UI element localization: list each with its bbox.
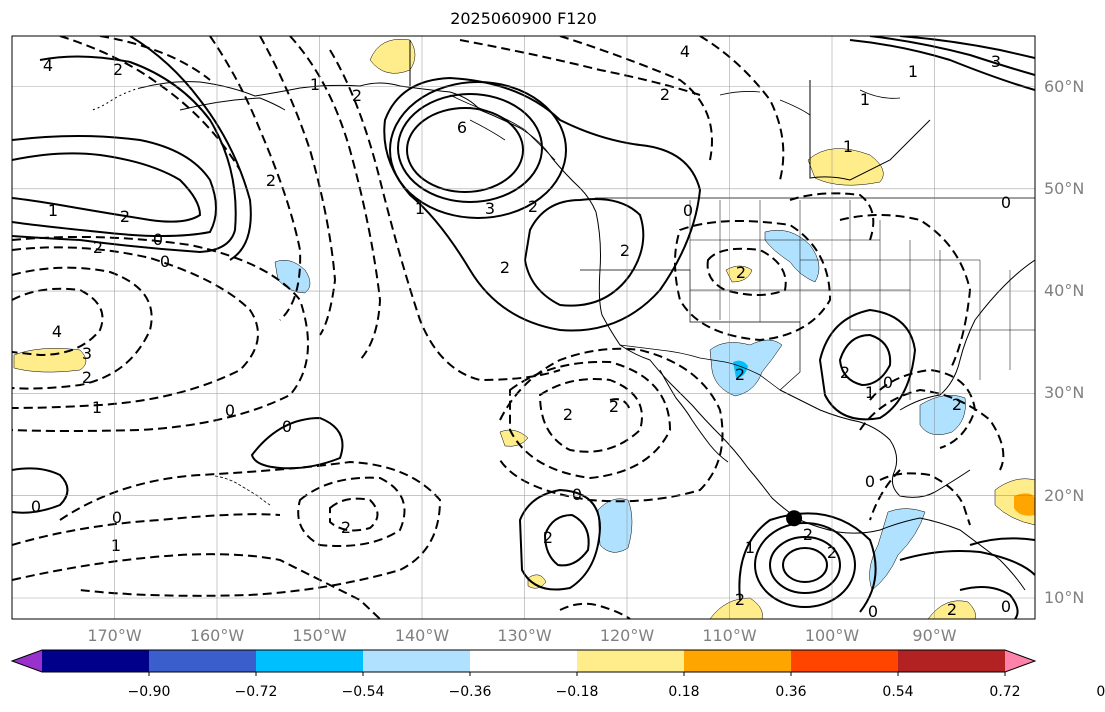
contour-label: 2 [660, 85, 670, 104]
longitude-label: 90°W [912, 626, 957, 645]
colorbar [10, 649, 1037, 676]
contour-label: 0 [883, 373, 893, 392]
colorbar-segment [149, 650, 257, 672]
contour-label: 1 [843, 137, 853, 156]
latitude-label: 20°N [1044, 485, 1085, 505]
colorbar-segment [256, 650, 364, 672]
contour-label: 4 [43, 56, 53, 75]
colorbar-segment [363, 650, 471, 672]
contour-label: 2 [735, 365, 745, 384]
contour-label: 2 [93, 238, 103, 257]
contour-label: 1 [865, 383, 875, 402]
latitude-label: 30°N [1044, 383, 1085, 403]
longitude-label: 140°W [394, 626, 450, 645]
colorbar-segment [684, 650, 792, 672]
longitude-label: 160°W [189, 626, 245, 645]
contour-label: 2 [352, 86, 362, 105]
latitude-label: 10°N [1044, 588, 1085, 607]
colorbar-outline [10, 649, 1037, 673]
colorbar-segment [577, 650, 685, 672]
contour-label: 2 [528, 197, 538, 216]
longitude-label: 100°W [804, 626, 860, 645]
longitude-label: 130°W [497, 626, 552, 645]
contour-label: 0 [153, 230, 163, 249]
contour-label: 0 [683, 201, 693, 220]
contour-label: 0 [868, 602, 878, 621]
longitude-label: 120°W [599, 626, 655, 645]
contour-label: 0 [112, 508, 122, 527]
contour-label: 2 [803, 525, 813, 544]
contour-label: 2 [341, 518, 351, 537]
contour-label: 4 [680, 42, 690, 61]
longitude-label: 150°W [292, 626, 347, 645]
contour-label: 1 [860, 90, 870, 109]
contour-label: 1 [415, 199, 425, 218]
longitude-label: 170°W [87, 626, 142, 645]
contour-label: 2 [840, 363, 850, 382]
map-frame [11, 35, 1036, 620]
contour-label: 2 [543, 528, 553, 547]
contour-label: 4 [52, 322, 62, 341]
colorbar-tick-label: 0.18 [668, 684, 700, 700]
contour-label: 0 [572, 485, 582, 504]
contour-label: 2 [563, 405, 573, 424]
contour-label: 3 [991, 52, 1001, 71]
longitude-label: 110°W [702, 626, 757, 645]
colorbar-tick-label: 0.54 [882, 684, 914, 700]
contour-label: 0 [160, 252, 170, 271]
latitude-label: 40°N [1044, 281, 1085, 301]
contour-label: 1 [48, 201, 58, 220]
colorbar-segment [42, 650, 150, 672]
colorbar-tick-label: −0.54 [341, 684, 385, 700]
contour-lines [12, 36, 1035, 619]
contour-label: 2 [82, 368, 92, 387]
contour-label: 2 [952, 395, 962, 414]
map-background [12, 36, 1035, 619]
contour-label: 2 [609, 397, 619, 416]
contour-label: 3 [485, 199, 495, 218]
contour-label: 1 [111, 536, 121, 555]
contour-label: 3 [82, 344, 92, 363]
latitude-label: 60°N [1044, 76, 1085, 96]
contour-label: 2 [735, 590, 745, 609]
contour-label: 1 [310, 75, 320, 94]
colorbar-max-extension [1005, 650, 1035, 672]
contour-label: 1 [745, 538, 755, 557]
contour-label: 2 [113, 60, 123, 79]
colorbar-tick-label: −0.18 [555, 684, 599, 700]
contour-label: 0 [282, 417, 292, 436]
colorbar-tick-label: 0.36 [775, 684, 807, 700]
graticule [12, 36, 1035, 619]
latitude-label: 50°N [1044, 178, 1085, 198]
contour-label: 0 [865, 472, 875, 491]
colorbar-min-extension [12, 650, 42, 672]
contour-label: 0 [1001, 597, 1011, 616]
colorbar-tick-label: −0.36 [448, 684, 492, 700]
colorbar-segment [470, 650, 578, 672]
colorbar-segment [898, 650, 1006, 672]
contour-label: 6 [457, 118, 467, 137]
contour-label: 2 [620, 241, 630, 260]
contour-label: 2 [947, 600, 957, 619]
map-title: 2025060900 F120 [450, 9, 597, 28]
contour-label: 0 [1001, 193, 1011, 212]
colorbar-tick-label: 0.72 [989, 684, 1021, 700]
colorbar-tick-label: 0.90 [1096, 684, 1105, 700]
contour-label: 2 [266, 171, 276, 190]
contour-label: 2 [120, 207, 130, 226]
contour-label: 1 [92, 398, 102, 417]
colorbar-segment [791, 650, 899, 672]
coastlines-borders [91, 40, 1035, 591]
contour-label-layer: 4 2 4 1 3 1 2 0 0 2 2 2 1 6 1 3 2 0 2 2 … [31, 42, 1011, 621]
location-marker [786, 510, 803, 527]
colorbar-tick-label: −0.72 [234, 684, 278, 700]
colorbar-tick-label: −0.90 [127, 684, 171, 700]
contour-label: 2 [500, 258, 510, 277]
contour-label: 1 [908, 62, 918, 81]
contour-label: 0 [31, 497, 41, 516]
contour-label: 2 [736, 263, 746, 282]
contour-label: 0 [225, 401, 235, 420]
